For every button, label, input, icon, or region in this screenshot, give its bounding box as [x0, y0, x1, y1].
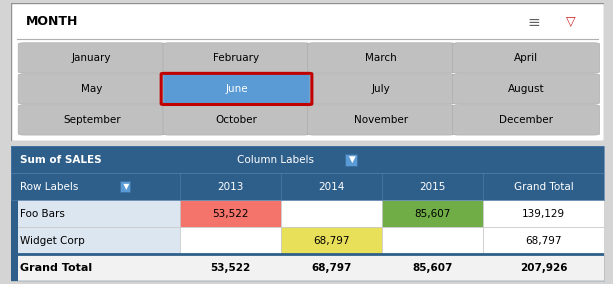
Bar [11, 146, 604, 173]
Text: September: September [63, 115, 121, 125]
FancyBboxPatch shape [308, 105, 455, 135]
Bar [281, 200, 382, 227]
Bar [483, 227, 604, 254]
Bar [11, 227, 180, 254]
FancyBboxPatch shape [452, 43, 600, 73]
Text: June: June [225, 84, 248, 94]
Text: 139,129: 139,129 [522, 209, 565, 219]
FancyBboxPatch shape [308, 74, 455, 104]
Text: 85,607: 85,607 [412, 263, 452, 273]
FancyBboxPatch shape [163, 105, 310, 135]
FancyBboxPatch shape [452, 74, 600, 104]
Text: ▽: ▽ [566, 15, 576, 28]
Text: ▼: ▼ [121, 182, 129, 191]
Bar [11, 146, 18, 281]
FancyBboxPatch shape [18, 43, 166, 73]
Text: 53,522: 53,522 [210, 263, 251, 273]
Text: February: February [213, 53, 259, 63]
Text: Foo Bars: Foo Bars [20, 209, 65, 219]
Text: Grand Total: Grand Total [20, 263, 92, 273]
FancyBboxPatch shape [452, 105, 600, 135]
Text: January: January [72, 53, 112, 63]
Text: 68,797: 68,797 [313, 236, 349, 246]
FancyBboxPatch shape [163, 43, 310, 73]
Text: 2015: 2015 [419, 182, 446, 192]
Text: 68,797: 68,797 [311, 263, 352, 273]
Text: April: April [514, 53, 538, 63]
Text: August: August [508, 84, 544, 94]
Bar [382, 227, 483, 254]
Bar [11, 200, 180, 227]
Bar [180, 200, 281, 227]
FancyBboxPatch shape [308, 43, 455, 73]
Text: July: July [372, 84, 390, 94]
Text: Row Labels: Row Labels [20, 182, 78, 192]
Text: ≡: ≡ [527, 15, 540, 30]
Bar [11, 173, 604, 200]
Text: 85,607: 85,607 [414, 209, 451, 219]
Text: Column Labels: Column Labels [237, 155, 313, 165]
Bar [281, 227, 382, 254]
Text: Sum of SALES: Sum of SALES [20, 155, 102, 165]
Text: May: May [81, 84, 102, 94]
Text: 207,926: 207,926 [520, 263, 568, 273]
Text: March: March [365, 53, 397, 63]
Text: Widget Corp: Widget Corp [20, 236, 85, 246]
Text: ▼: ▼ [346, 155, 356, 164]
FancyBboxPatch shape [18, 105, 166, 135]
Text: 68,797: 68,797 [525, 236, 562, 246]
Text: 2014: 2014 [318, 182, 345, 192]
Text: 53,522: 53,522 [212, 209, 249, 219]
Bar [11, 254, 604, 281]
Bar [11, 173, 604, 200]
Bar [180, 227, 281, 254]
Text: MONTH: MONTH [26, 15, 78, 28]
Text: Grand Total: Grand Total [514, 182, 574, 192]
Text: November: November [354, 115, 408, 125]
Text: 2013: 2013 [218, 182, 244, 192]
Text: October: October [216, 115, 257, 125]
FancyBboxPatch shape [18, 74, 166, 104]
Bar [382, 200, 483, 227]
Text: December: December [499, 115, 553, 125]
FancyBboxPatch shape [163, 74, 310, 104]
Bar [11, 146, 604, 173]
Bar [483, 200, 604, 227]
